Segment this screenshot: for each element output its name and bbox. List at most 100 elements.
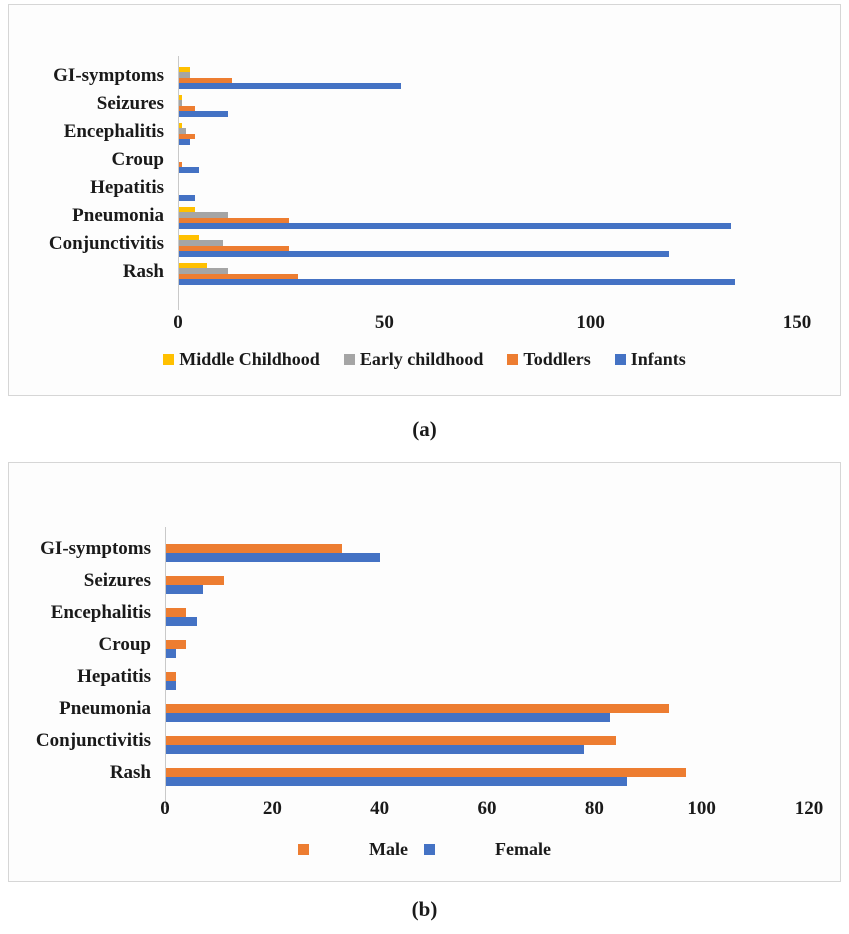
category-label: Pneumonia (72, 205, 164, 226)
chart-b-plot-area: GI-symptoms Seizures Encephalitis Croup Hepa… (9, 527, 840, 807)
legend-swatch-icon (343, 354, 355, 365)
bar-group (178, 204, 797, 229)
category-label: Encephalitis (63, 121, 164, 142)
legend-item-male: Male (298, 839, 408, 860)
chart-b-panel: GI-symptoms Seizures Encephalitis Croup Hepa… (8, 462, 841, 882)
x-tick-label: 40 (370, 798, 390, 819)
category-label: Rash (122, 261, 164, 282)
x-tick-label: 50 (374, 312, 394, 333)
legend-swatch-icon (507, 354, 519, 365)
bar-toddlers (178, 105, 195, 111)
caption-b: (b) (411, 896, 438, 921)
legend-item-toddlers: Toddlers (507, 349, 591, 370)
category-row-pneumonia: Pneumonia (9, 693, 840, 725)
chart-a-legend: Middle Childhood Early childhood Toddlers I… (9, 349, 840, 370)
category-label: Rash (109, 762, 151, 783)
chart-a-plot-area: GI-symptoms Seizures Encephalitis Croup Hepa… (9, 56, 840, 310)
legend-item-infants: Infants (614, 349, 686, 370)
x-tick-label: 0 (173, 312, 183, 333)
x-tick-label: 80 (584, 798, 604, 819)
category-row-pneumonia: Pneumonia (9, 202, 840, 230)
bar-middle-childhood (178, 122, 183, 128)
category-label: Conjunctivitis (35, 730, 151, 751)
bar-female (165, 712, 611, 722)
y-axis-line (178, 56, 179, 310)
legend-swatch-icon (614, 354, 626, 365)
bar-female (165, 648, 176, 658)
bar-infants (178, 279, 736, 285)
legend-swatch-icon (424, 844, 435, 855)
category-label: GI-symptoms (40, 538, 151, 559)
legend-label: Early childhood (359, 349, 484, 369)
category-row-encephalitis: Encephalitis (9, 118, 840, 146)
bar-male (165, 767, 686, 777)
bar-group (165, 697, 809, 722)
legend-item-female: Female (424, 839, 551, 860)
category-label: Seizures (83, 570, 151, 591)
x-tick-label: 60 (477, 798, 497, 819)
x-tick-label: 100 (576, 312, 605, 333)
x-tick-label: 20 (262, 798, 282, 819)
category-row-conjunctivitis: Conjunctivitis (9, 230, 840, 258)
bar-group (178, 148, 797, 173)
bar-middle-childhood (178, 262, 207, 268)
bar-toddlers (178, 245, 290, 251)
category-row-encephalitis: Encephalitis (9, 597, 840, 629)
x-tick-label: 0 (160, 798, 170, 819)
y-axis-line (165, 527, 166, 807)
legend-label: Infants (630, 349, 686, 369)
category-label: GI-symptoms (53, 65, 164, 86)
category-row-gi-symptoms: GI-symptoms (9, 62, 840, 90)
category-row-hepatitis: Hepatitis (9, 174, 840, 202)
bar-female (165, 584, 203, 594)
legend-item-early-childhood: Early childhood (343, 349, 484, 370)
bar-early-childhood (178, 212, 228, 218)
bar-female (165, 680, 176, 690)
chart-a-panel: GI-symptoms Seizures Encephalitis Croup Hepa… (8, 4, 841, 396)
category-row-conjunctivitis: Conjunctivitis (9, 725, 840, 757)
legend-label: Male (369, 839, 408, 859)
chart-b-legend: Male Female (9, 839, 840, 860)
category-row-rash: Rash (9, 757, 840, 789)
category-label: Hepatitis (77, 666, 151, 687)
bar-group (178, 64, 797, 89)
bar-group (178, 176, 797, 201)
bar-male (165, 735, 616, 745)
category-row-seizures: Seizures (9, 90, 840, 118)
bar-group (165, 633, 809, 658)
bar-infants (178, 83, 401, 89)
category-row-gi-symptoms: GI-symptoms (9, 533, 840, 565)
bar-infants (178, 223, 731, 229)
category-label: Encephalitis (50, 602, 151, 623)
category-row-croup: Croup (9, 146, 840, 174)
x-tick-label: 120 (794, 798, 824, 819)
bar-group (178, 120, 797, 145)
bar-female (165, 776, 627, 786)
bar-middle-childhood (178, 234, 199, 240)
bar-toddlers (178, 161, 183, 167)
bar-early-childhood (178, 240, 224, 246)
category-row-seizures: Seizures (9, 565, 840, 597)
bar-middle-childhood (178, 206, 195, 212)
bar-group (165, 729, 809, 754)
legend-swatch-icon (298, 844, 310, 855)
legend-label: Middle Childhood (179, 349, 320, 369)
bar-infants (178, 195, 195, 201)
category-label: Croup (111, 149, 164, 170)
bar-infants (178, 251, 670, 257)
chart-a-x-axis: 0 50 100 150 (173, 312, 811, 336)
bar-early-childhood (178, 268, 228, 274)
bar-male (165, 575, 225, 585)
bar-group (178, 92, 797, 117)
bar-toddlers (178, 133, 195, 139)
category-row-hepatitis: Hepatitis (9, 661, 840, 693)
bar-male (165, 671, 176, 681)
bar-middle-childhood (178, 94, 183, 100)
bar-group (165, 569, 809, 594)
chart-b: GI-symptoms Seizures Encephalitis Croup Hepa… (9, 527, 840, 860)
bar-female (165, 616, 198, 626)
category-label: Conjunctivitis (48, 233, 164, 254)
legend-label: Toddlers (523, 349, 591, 369)
bar-infants (178, 111, 228, 117)
